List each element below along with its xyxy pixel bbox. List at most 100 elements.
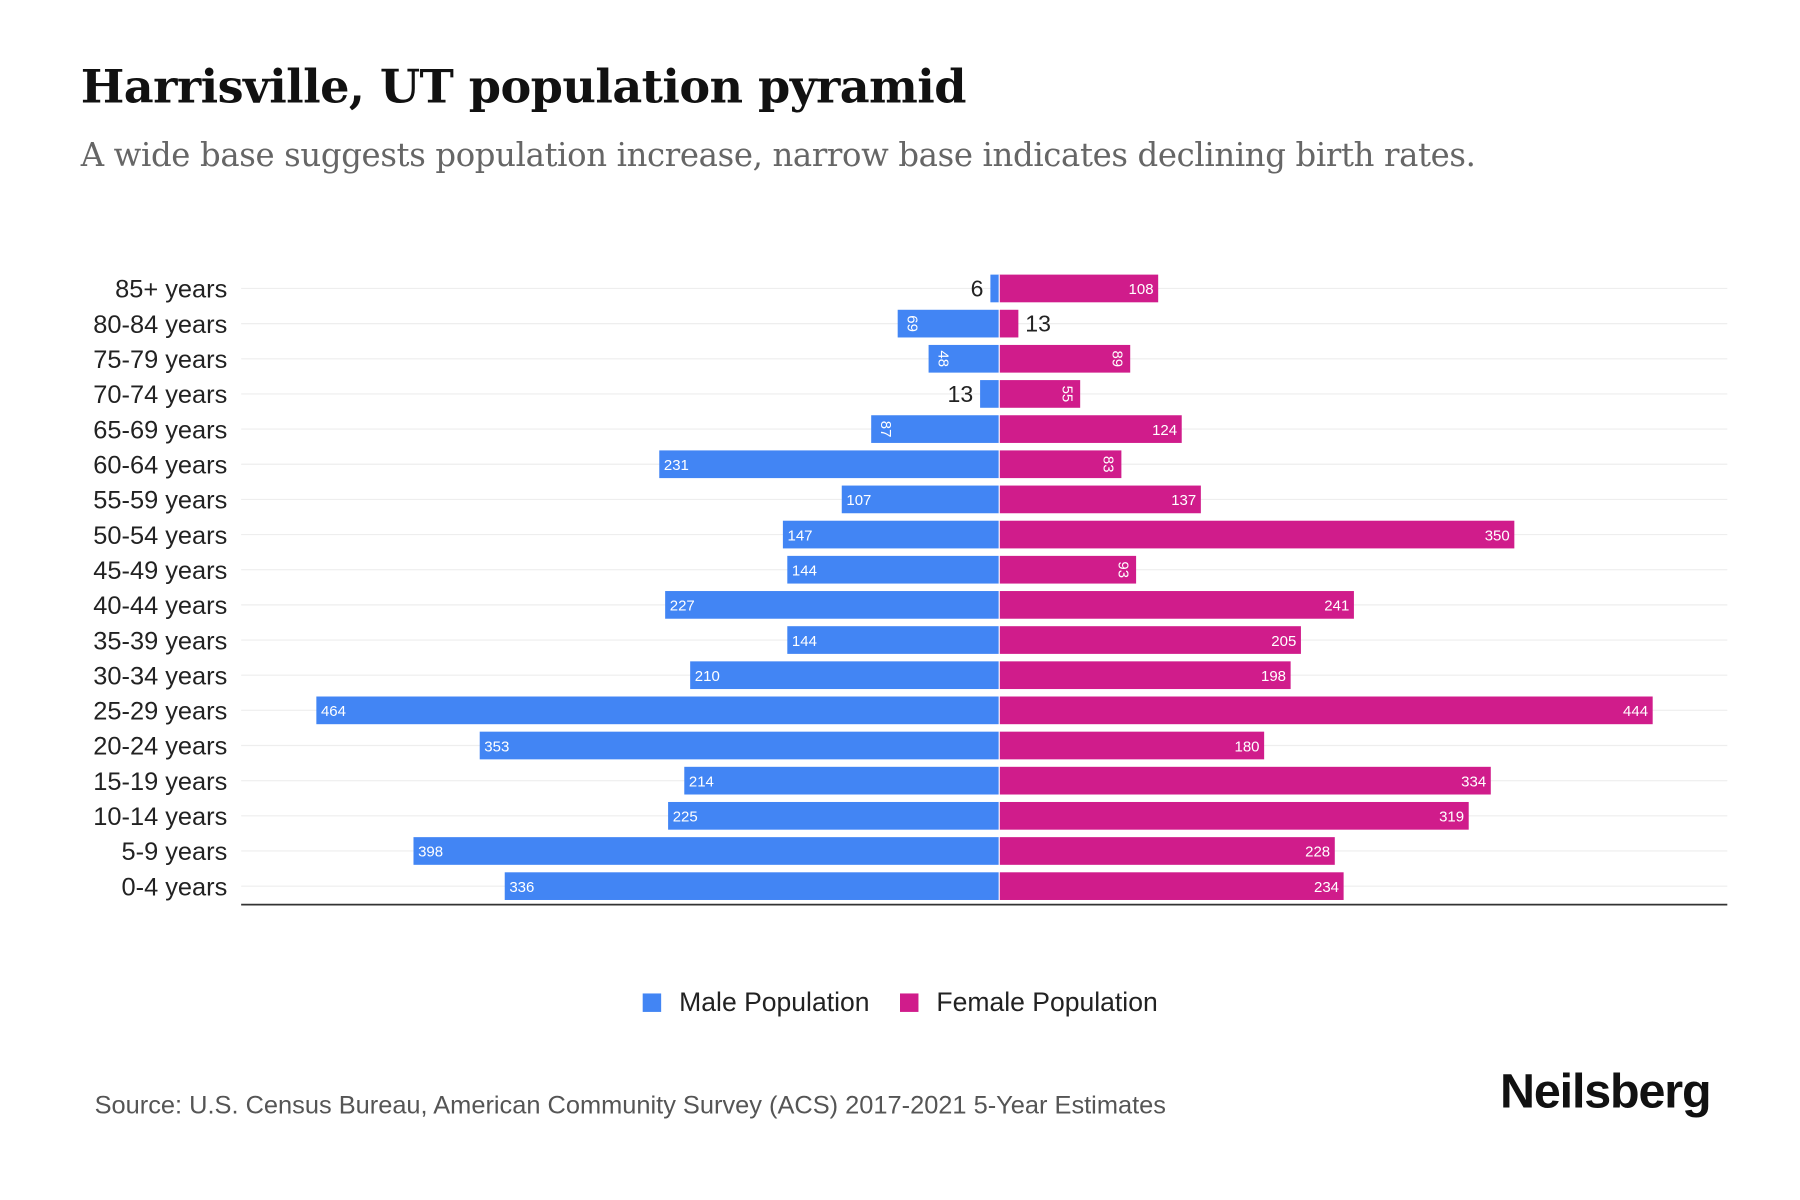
- y-tick-label: 0-4 years: [122, 873, 228, 901]
- y-tick-label: 50-54 years: [93, 522, 227, 550]
- male-bar: [990, 274, 1000, 303]
- female-bar: [999, 309, 1019, 338]
- male-bar: [668, 801, 1000, 830]
- y-tick-label: 70-74 years: [93, 381, 227, 409]
- male-bar: [928, 344, 1000, 373]
- y-tick-label: 35-39 years: [93, 627, 227, 655]
- male-bar: [787, 555, 1000, 584]
- female-bar: [999, 485, 1201, 514]
- male-bar: [841, 485, 1000, 514]
- data-label: 48: [934, 350, 951, 367]
- male-bar: [316, 696, 1000, 725]
- data-label: 87: [877, 421, 894, 438]
- data-label: 198: [1261, 668, 1286, 685]
- female-bar: [999, 415, 1182, 443]
- male-bar: [897, 309, 1000, 338]
- female-bar: [999, 591, 1354, 619]
- data-label: 231: [664, 457, 689, 474]
- female-bar: [999, 380, 1081, 408]
- legend: Male Population Female Population: [0, 987, 1800, 1018]
- data-label: 6: [971, 276, 984, 302]
- female-bar: [999, 661, 1291, 690]
- data-label: 444: [1623, 703, 1648, 720]
- male-bar: [479, 731, 1000, 760]
- y-tick-label: 15-19 years: [93, 768, 227, 796]
- male-bar: [504, 872, 1000, 900]
- data-label: 350: [1485, 527, 1510, 544]
- y-tick-label: 80-84 years: [93, 311, 227, 339]
- male-bar: [665, 591, 1000, 619]
- y-tick-label: 75-79 years: [93, 346, 227, 374]
- data-label: 464: [321, 703, 346, 720]
- data-label: 241: [1324, 598, 1349, 615]
- legend-swatch-male: [642, 992, 661, 1012]
- neilsberg-logo: Neilsberg: [1499, 1063, 1712, 1119]
- data-label: 228: [1305, 844, 1330, 861]
- legend-item-male[interactable]: Male Population: [642, 986, 870, 1018]
- data-label: 93: [1114, 561, 1131, 578]
- y-tick-label: 65-69 years: [93, 416, 227, 444]
- data-label: 55: [1058, 386, 1075, 403]
- legend-label-male: Male Population: [679, 986, 870, 1017]
- y-tick-label: 30-34 years: [93, 662, 227, 690]
- data-label: 108: [1129, 281, 1154, 298]
- data-label: 83: [1100, 456, 1117, 473]
- data-label: 13: [1025, 311, 1051, 337]
- data-label: 227: [670, 598, 695, 615]
- data-label: 69: [904, 315, 921, 332]
- data-label: 336: [509, 879, 534, 896]
- data-label: 180: [1235, 738, 1260, 755]
- male-bar: [782, 520, 1000, 549]
- legend-item-female[interactable]: Female Population: [899, 987, 1158, 1018]
- female-bar: [999, 731, 1265, 760]
- y-tick-label: 25-29 years: [93, 698, 227, 726]
- female-bar: [999, 801, 1469, 830]
- female-bar: [999, 274, 1159, 303]
- y-tick-label: 20-24 years: [93, 733, 227, 761]
- male-bar: [413, 837, 1000, 865]
- female-bar: [999, 872, 1344, 900]
- data-label: 144: [792, 562, 817, 579]
- data-label: 205: [1271, 633, 1296, 650]
- male-bar: [980, 380, 1000, 408]
- legend-swatch-female: [899, 992, 918, 1012]
- data-label: 214: [689, 773, 714, 790]
- data-label: 13: [948, 381, 974, 407]
- y-tick-label: 40-44 years: [93, 592, 227, 620]
- data-label: 319: [1439, 809, 1464, 826]
- y-tick-label: 5-9 years: [122, 838, 228, 866]
- male-bar: [659, 450, 1000, 479]
- data-label: 398: [418, 844, 443, 861]
- female-bar: [999, 450, 1122, 479]
- chart-title: Harrisville, UT population pyramid: [80, 59, 967, 115]
- female-bar: [999, 344, 1131, 373]
- data-label: 137: [1171, 492, 1196, 509]
- data-label: 147: [788, 527, 813, 544]
- y-tick-label: 45-49 years: [93, 557, 227, 585]
- female-bar: [999, 520, 1515, 549]
- data-label: 144: [792, 633, 817, 650]
- source-note: Source: U.S. Census Bureau, American Com…: [94, 1090, 1166, 1120]
- female-bar: [999, 555, 1137, 584]
- female-bar: [999, 626, 1301, 654]
- data-label: 353: [484, 738, 509, 755]
- male-bar: [871, 415, 1000, 443]
- male-bar: [684, 766, 1000, 795]
- male-bar: [690, 661, 1000, 690]
- y-tick-label: 85+ years: [115, 276, 227, 304]
- data-label: 124: [1152, 422, 1177, 439]
- y-tick-label: 10-14 years: [93, 803, 227, 831]
- data-label: 334: [1461, 773, 1486, 790]
- data-label: 234: [1314, 879, 1339, 896]
- data-label: 225: [673, 809, 698, 826]
- male-bar: [787, 626, 1000, 654]
- female-bar: [999, 766, 1491, 795]
- y-tick-label: 55-59 years: [93, 487, 227, 515]
- data-label: 89: [1108, 350, 1125, 367]
- data-label: 210: [695, 668, 720, 685]
- female-bar: [999, 696, 1653, 725]
- chart-subtitle: A wide base suggests population increase…: [80, 136, 1476, 175]
- female-bar: [999, 837, 1335, 865]
